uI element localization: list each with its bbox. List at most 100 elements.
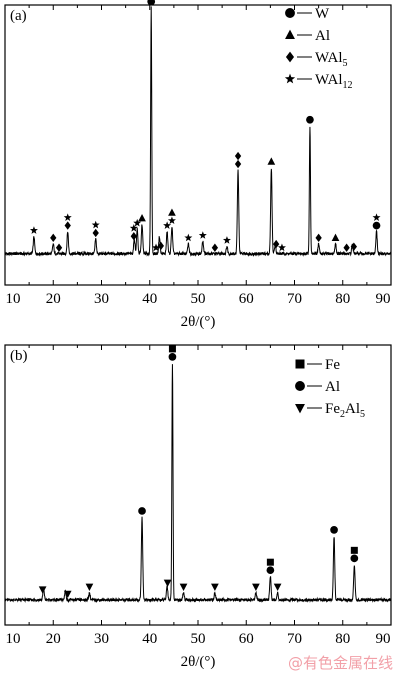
- panel-a-x-axis-label: 2θ/(°): [181, 314, 216, 330]
- triangle-legend-icon: [285, 29, 295, 40]
- triangle-peak-marker: [138, 213, 146, 222]
- panel-a-label: (a): [10, 8, 27, 24]
- watermark: @有色金属在线: [288, 654, 393, 672]
- circle-peak-marker: [168, 353, 177, 361]
- circle-peak-marker: [372, 221, 381, 230]
- triangle-down-peak-marker: [211, 583, 219, 591]
- star-peak-marker: [133, 218, 142, 227]
- circle-legend-icon: [285, 8, 295, 18]
- star-peak-marker: [184, 233, 193, 242]
- legend-label: Al: [315, 28, 330, 44]
- diamond-peak-marker: [64, 221, 71, 230]
- diamond-legend-icon: [285, 51, 295, 63]
- legend-item: W: [285, 6, 330, 22]
- legend-label: WAl5: [315, 50, 348, 69]
- star-peak-marker: [152, 243, 161, 252]
- x-tick-label: 50: [191, 631, 206, 647]
- x-tick-label: 70: [287, 631, 302, 647]
- diamond-peak-marker: [273, 239, 280, 249]
- diamond-peak-marker: [130, 232, 137, 241]
- x-tick-label: 60: [239, 631, 254, 647]
- legend-label: Al: [325, 379, 340, 395]
- x-tick-label: 80: [335, 631, 350, 647]
- x-tick-label: 20: [46, 291, 61, 307]
- star-legend-icon: [284, 73, 296, 84]
- panel-b-x-axis-label: 2θ/(°): [181, 654, 216, 670]
- circle-peak-marker: [147, 0, 156, 6]
- panel-b-legend: Fe Al Fe2Al5: [295, 357, 365, 420]
- circle-peak-marker: [330, 526, 338, 534]
- x-tick-label: 40: [142, 631, 157, 647]
- square-peak-marker: [350, 546, 358, 554]
- panel-b-label: (b): [10, 348, 28, 364]
- panel-a-legend: W Al WAl5 WAl12: [284, 6, 353, 91]
- x-tick-label: 90: [376, 631, 391, 647]
- x-tick-label: 30: [94, 291, 109, 307]
- triangle-peak-marker: [267, 157, 276, 165]
- xrd-trace-line: [4, 364, 392, 603]
- panel-a-trace: [4, 6, 392, 257]
- panel-b-markers: [38, 345, 359, 599]
- circle-peak-marker: [350, 554, 359, 563]
- legend-item: WAl12: [284, 72, 353, 91]
- triangle-down-peak-marker: [252, 583, 260, 591]
- legend-item: WAl5: [285, 50, 348, 69]
- circle-peak-marker: [266, 566, 275, 575]
- triangle-peak-marker: [331, 233, 340, 242]
- x-tick-label: 50: [191, 291, 206, 307]
- diamond-peak-marker: [157, 241, 164, 251]
- triangle-down-peak-marker: [179, 583, 188, 591]
- panel-a-x-axis: 10 20 30 40 50 60 70 80 90: [4, 5, 392, 307]
- diamond-peak-marker: [315, 233, 322, 243]
- triangle-down-peak-marker: [163, 579, 172, 588]
- square-peak-marker: [168, 345, 176, 353]
- diamond-peak-marker: [50, 233, 57, 243]
- x-tick-label: 60: [239, 291, 254, 307]
- x-tick-label: 10: [6, 631, 21, 647]
- x-tick-label: 40: [142, 291, 157, 307]
- x-tick-label: 20: [46, 631, 61, 647]
- triangle-down-peak-marker: [63, 590, 72, 599]
- triangle-down-peak-marker: [38, 586, 47, 594]
- square-legend-icon: [295, 359, 305, 369]
- panel-a-markers: [29, 0, 381, 252]
- triangle-down-legend-icon: [295, 403, 305, 414]
- circle-peak-marker: [306, 115, 314, 124]
- diamond-peak-marker: [211, 243, 219, 252]
- triangle-peak-marker: [168, 208, 176, 216]
- x-tick-label: 80: [335, 291, 350, 307]
- x-tick-label: 10: [6, 291, 21, 307]
- legend-label: WAl12: [315, 72, 353, 91]
- panel-b-x-axis: 10 20 30 40 50 60 70 80 90: [4, 345, 392, 647]
- legend-item: Al: [295, 379, 340, 395]
- star-peak-marker: [63, 213, 72, 221]
- legend-label: Fe2Al5: [325, 401, 365, 420]
- panel-a-frame: [4, 4, 392, 286]
- diamond-peak-marker: [234, 151, 242, 161]
- star-peak-marker: [277, 243, 286, 252]
- panel-b-trace: [4, 364, 392, 603]
- star-peak-marker: [163, 221, 172, 229]
- panel-b: (b) Fe Al Fe2Al5 10 20 30 40 50 60 70 80 90 2θ/(°): [4, 344, 392, 670]
- legend-item: Fe2Al5: [295, 401, 365, 420]
- diamond-peak-marker: [55, 243, 63, 252]
- legend-item: Al: [285, 28, 330, 44]
- x-tick-label: 30: [94, 631, 109, 647]
- star-peak-marker: [167, 216, 176, 225]
- diamond-peak-marker: [350, 242, 357, 251]
- diamond-peak-marker: [234, 159, 242, 169]
- star-peak-marker: [222, 236, 231, 244]
- star-peak-marker: [198, 231, 207, 239]
- legend-label: W: [315, 6, 330, 22]
- legend-label: Fe: [325, 357, 340, 373]
- xrd-trace-line: [4, 6, 392, 257]
- square-peak-marker: [266, 558, 274, 566]
- star-peak-marker: [372, 213, 381, 221]
- x-tick-label: 90: [376, 291, 391, 307]
- star-peak-marker: [91, 220, 100, 229]
- triangle-down-peak-marker: [85, 583, 94, 591]
- panel-a: (a) W Al WAl5 WAl12 10 20 30 40 50 60 70 80 90 2θ/(…: [4, 0, 392, 330]
- circle-peak-marker: [138, 507, 146, 515]
- star-peak-marker: [29, 226, 38, 234]
